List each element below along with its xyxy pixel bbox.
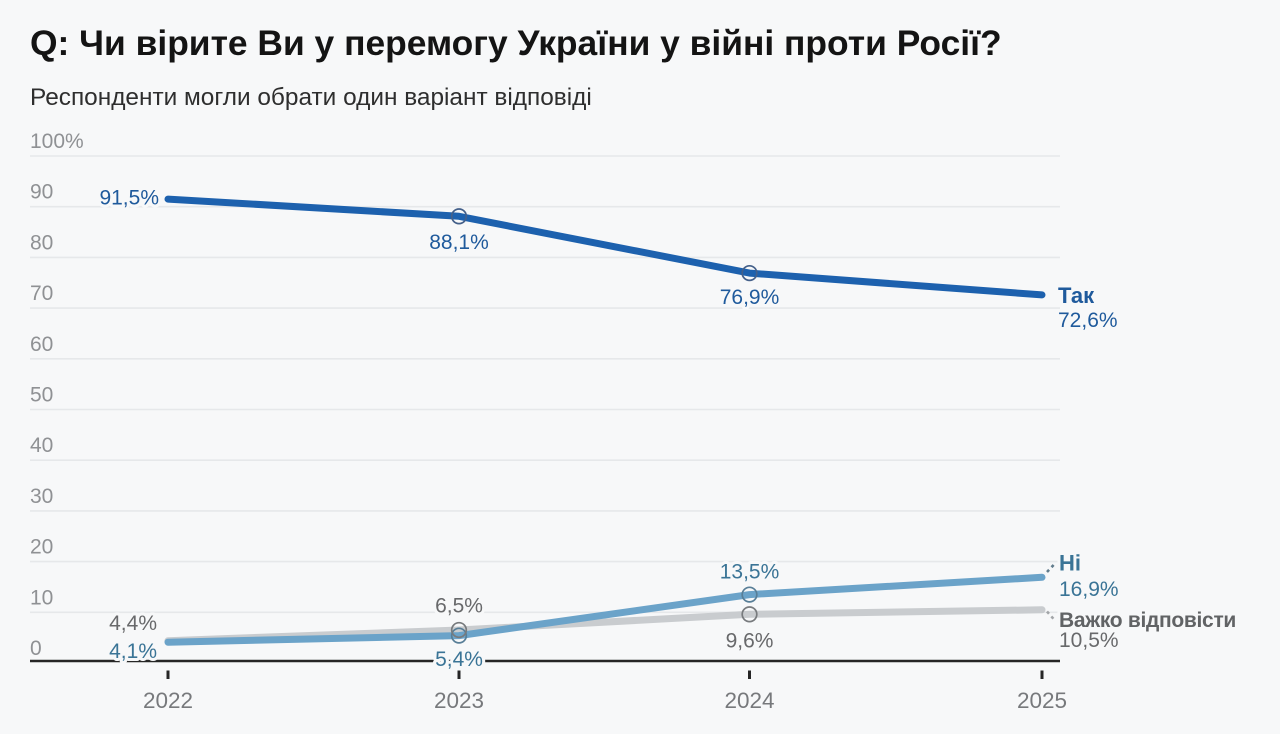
svg-text:9,6%: 9,6%	[726, 630, 774, 653]
svg-text:90: 90	[30, 181, 53, 204]
svg-text:16,9%: 16,9%	[1059, 578, 1119, 601]
svg-text:20: 20	[30, 536, 53, 559]
svg-text:6,5%: 6,5%	[435, 595, 483, 618]
svg-text:88,1%: 88,1%	[429, 231, 489, 254]
svg-text:72,6%: 72,6%	[1058, 309, 1118, 332]
svg-text:10: 10	[30, 586, 53, 609]
svg-text:13,5%: 13,5%	[720, 561, 780, 584]
svg-text:80: 80	[30, 231, 53, 254]
svg-text:Респонденти могли обрати один: Респонденти могли обрати один варіант ві…	[30, 84, 592, 111]
svg-text:2022: 2022	[143, 688, 193, 713]
svg-text:30: 30	[30, 485, 53, 508]
svg-text:4,1%: 4,1%	[109, 640, 157, 663]
svg-text:4,4%: 4,4%	[109, 612, 157, 635]
svg-text:2025: 2025	[1017, 688, 1067, 713]
svg-text:Q: Чи вірите Ви у перемогу Укр: Q: Чи вірите Ви у перемогу України у вій…	[30, 23, 1002, 63]
svg-text:Важко відповісти: Важко відповісти	[1059, 609, 1236, 632]
svg-text:100%: 100%	[30, 130, 84, 153]
svg-text:2023: 2023	[434, 688, 484, 713]
svg-text:40: 40	[30, 434, 53, 457]
svg-text:10,5%: 10,5%	[1059, 629, 1119, 652]
svg-text:5,4%: 5,4%	[435, 648, 483, 671]
svg-text:Так: Так	[1058, 283, 1095, 308]
svg-text:Ні: Ні	[1059, 551, 1081, 576]
svg-text:0: 0	[30, 637, 42, 660]
svg-text:91,5%: 91,5%	[99, 187, 159, 210]
svg-text:70: 70	[30, 282, 53, 305]
svg-text:60: 60	[30, 333, 53, 356]
svg-text:76,9%: 76,9%	[720, 286, 780, 309]
svg-text:2024: 2024	[724, 688, 774, 713]
svg-text:50: 50	[30, 384, 53, 407]
